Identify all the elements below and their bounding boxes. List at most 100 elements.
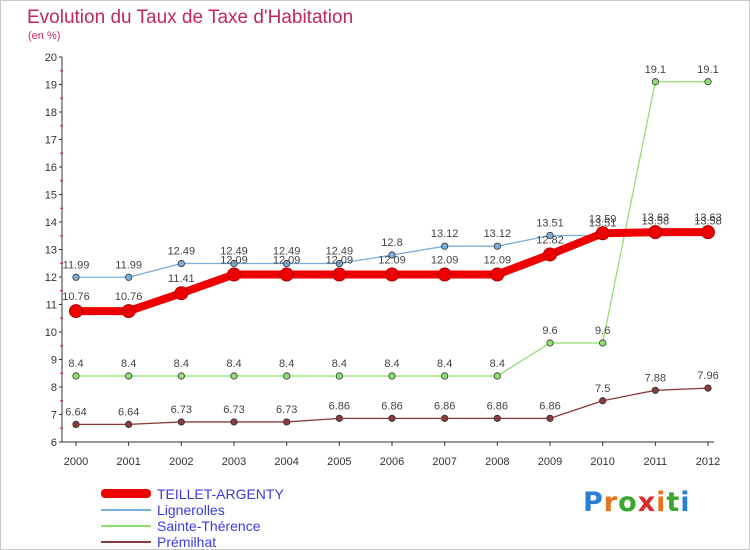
data-label-lignerolles: 13.58 (642, 216, 670, 228)
logo-letter: i (680, 487, 691, 518)
legend-label-sainte-therence: Sainte-Thérence (157, 518, 261, 534)
data-label-lignerolles: 11.99 (63, 259, 90, 271)
data-label-lignerolles: 13.58 (694, 216, 722, 228)
data-label-sainte-therence: 8.4 (437, 358, 452, 370)
y-tick-label: 7 (51, 410, 57, 422)
data-label-premilhat: 6.86 (381, 400, 402, 412)
data-label-premilhat: 6.86 (329, 400, 350, 412)
point-premilhat (651, 386, 659, 394)
point-sainte-therence (283, 372, 291, 380)
data-label-lignerolles: 12.8 (381, 237, 402, 249)
x-tick-label: 2004 (274, 456, 298, 468)
legend-label-premilhat: Prémilhat (157, 534, 217, 550)
data-label-sainte-therence: 8.4 (490, 358, 505, 370)
data-label-teillet-argenty: 10.76 (62, 291, 90, 303)
point-teillet-argenty (69, 304, 83, 319)
data-label-premilhat: 6.64 (118, 406, 139, 418)
point-sainte-therence (546, 339, 554, 347)
x-tick-label: 2006 (380, 456, 404, 468)
point-teillet-argenty (595, 226, 610, 241)
point-lignerolles (283, 259, 291, 268)
data-label-sainte-therence: 19.1 (697, 64, 718, 76)
data-label-lignerolles: 11.99 (115, 259, 142, 271)
legend-swatch-premilhat (101, 541, 151, 543)
point-teillet-argenty (121, 304, 136, 319)
data-label-premilhat: 6.86 (434, 400, 455, 412)
x-tick-label: 2003 (222, 456, 246, 468)
chart-subtitle: (en %) (28, 30, 61, 42)
data-labels-group: 11.99 11.99 12.49 12.49 12.49 12.49 12.8 13.12 1… (62, 64, 722, 419)
logo-letter: P (583, 487, 604, 518)
point-sainte-therence (125, 372, 133, 380)
point-sainte-therence (441, 372, 449, 380)
legend-swatch-teillet-argenty (101, 489, 151, 498)
data-label-lignerolles: 12.49 (273, 246, 301, 258)
y-tick-label: 18 (45, 107, 57, 119)
legend-item-premilhat: Prémilhat (101, 534, 401, 550)
point-sainte-therence (72, 372, 80, 380)
data-label-lignerolles: 12.49 (326, 246, 354, 258)
point-lignerolles (125, 273, 133, 281)
point-lignerolles (230, 259, 238, 268)
point-teillet-argenty (648, 225, 663, 240)
y-tick-label: 20 (45, 52, 57, 64)
point-premilhat (335, 414, 343, 422)
point-premilhat (388, 414, 396, 422)
point-teillet-argenty (385, 267, 399, 282)
point-premilhat (546, 414, 554, 422)
point-sainte-therence (230, 372, 238, 380)
y-tick-label: 17 (45, 135, 57, 147)
data-label-teillet-argenty: 13.59 (589, 213, 617, 225)
point-lignerolles (388, 251, 396, 259)
data-label-teillet-argenty: 10.76 (115, 291, 143, 303)
data-label-sainte-therence: 8.4 (174, 358, 189, 370)
legend-item-teillet-argenty: TEILLET-ARGENTY (101, 486, 401, 502)
x-tick-label: 2010 (590, 456, 614, 468)
legend: TEILLET-ARGENTY Lignerolles Sainte-Thére… (101, 486, 401, 550)
y-tick-label: 12 (45, 272, 57, 284)
point-lignerolles (72, 273, 80, 281)
series-group (69, 78, 715, 428)
x-tick-label: 2009 (538, 456, 562, 468)
data-label-premilhat: 6.73 (223, 404, 244, 416)
x-tick-label: 2011 (644, 456, 668, 468)
data-label-teillet-argenty: 13.63 (642, 212, 670, 224)
point-sainte-therence (335, 372, 343, 380)
x-tick-label: 2005 (327, 456, 351, 468)
point-premilhat (72, 420, 80, 428)
point-teillet-argenty (227, 267, 241, 282)
data-label-lignerolles: 13.51 (589, 217, 617, 229)
x-tick-label: 2001 (116, 456, 140, 468)
data-label-teillet-argenty: 12.09 (378, 255, 406, 267)
point-lignerolles (493, 242, 501, 250)
y-tick-label: 19 (45, 80, 57, 92)
point-premilhat (704, 384, 712, 392)
y-tick-label: 13 (45, 245, 57, 257)
data-label-sainte-therence: 8.4 (68, 358, 83, 370)
logo-letter: x (637, 487, 657, 518)
point-premilhat (441, 414, 449, 422)
y-tick-label: 15 (45, 190, 57, 202)
data-label-premilhat: 7.88 (645, 372, 666, 384)
legend-item-sainte-therence: Sainte-Thérence (101, 518, 401, 534)
point-teillet-argenty (174, 286, 189, 301)
data-label-teillet-argenty: 12.09 (220, 255, 248, 267)
data-label-sainte-therence: 8.4 (121, 358, 136, 370)
legend-swatch-sainte-therence (101, 525, 151, 527)
logo-letter: t (666, 487, 681, 518)
data-label-teillet-argenty: 12.09 (431, 255, 459, 267)
data-label-premilhat: 7.5 (595, 383, 610, 395)
data-label-lignerolles: 13.51 (536, 217, 564, 229)
point-sainte-therence (177, 372, 185, 380)
point-premilhat (230, 418, 238, 426)
axes-group: 6 7 8 9 10 11 12 13 14 15 16 17 18 19 20 2000 2001 2002 20… (45, 52, 720, 468)
data-label-sainte-therence: 9.6 (542, 325, 557, 337)
data-label-lignerolles: 12.49 (220, 246, 248, 258)
chart-title: Evolution du Taux de Taxe d'Habitation (27, 7, 354, 28)
x-tick-label: 2007 (432, 456, 456, 468)
data-label-teillet-argenty: 11.41 (168, 273, 195, 285)
point-lignerolles (546, 231, 554, 240)
data-label-sainte-therence: 8.4 (279, 358, 294, 370)
point-premilhat (177, 418, 185, 426)
